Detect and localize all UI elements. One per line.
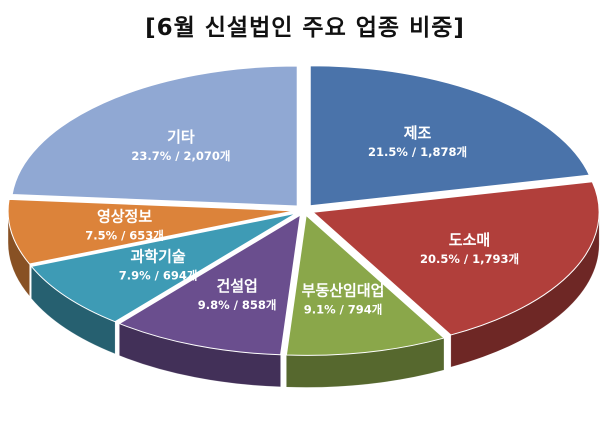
chart-title: [6월 신설법인 주요 업종 비중] [145, 15, 465, 41]
slice-label-0: 제조 [404, 124, 432, 142]
pie-slice-1 [311, 181, 600, 336]
pie-slice-5 [7, 198, 295, 265]
slice-value-1: 20.5% / 1,793개 [420, 252, 519, 266]
pie-slice-6 [11, 65, 298, 207]
slice-label-6: 기타 [167, 128, 195, 146]
slice-value-5: 7.5% / 653개 [85, 229, 164, 243]
pie-slice-4 [30, 212, 297, 323]
slice-value-6: 23.7% / 2,070개 [131, 149, 230, 163]
slice-label-4: 과학기술 [130, 247, 185, 265]
slice-label-1: 도소매 [449, 231, 490, 249]
pie-slice-3 [118, 214, 301, 356]
pie-slice-2 [285, 214, 445, 356]
slice-label-3: 건설업 [216, 277, 257, 295]
slice-label-5: 영상정보 [97, 208, 152, 226]
slice-value-2: 9.1% / 794개 [304, 302, 383, 316]
pie-slice-0 [309, 65, 591, 207]
slice-value-4: 7.9% / 694개 [119, 268, 198, 282]
slice-label-2: 부동산임대업 [302, 281, 385, 299]
slice-value-0: 21.5% / 1,878개 [368, 145, 467, 159]
pie-tops [7, 65, 600, 356]
slice-value-3: 9.8% / 858개 [198, 298, 277, 312]
